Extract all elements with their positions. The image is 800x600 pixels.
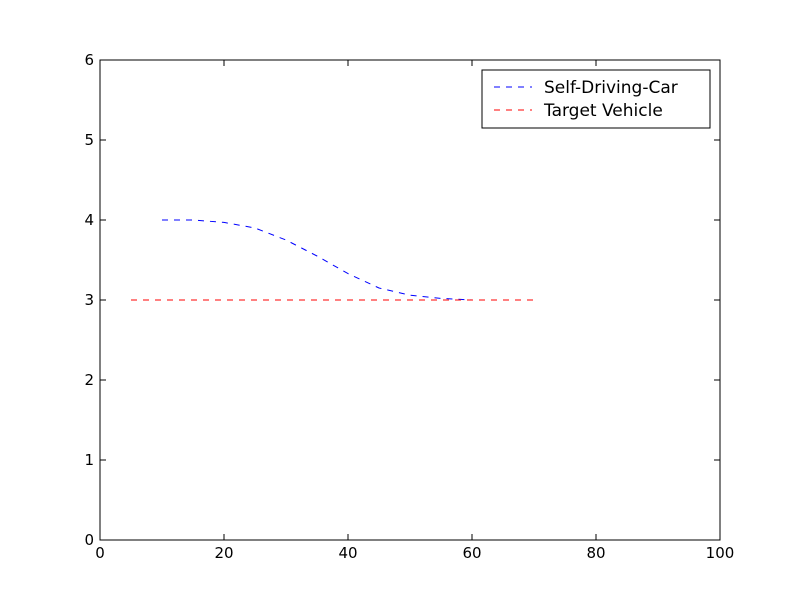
legend-box bbox=[481, 69, 711, 129]
data-line bbox=[162, 219, 473, 301]
x-tick-label: 40 bbox=[338, 544, 357, 562]
x-tick-label: 60 bbox=[462, 544, 481, 562]
y-tick-label: 3 bbox=[84, 291, 94, 309]
x-tick-label: 20 bbox=[214, 544, 233, 562]
x-tick-label: 100 bbox=[706, 544, 735, 562]
y-tick-label: 1 bbox=[84, 451, 94, 469]
y-tick-label: 0 bbox=[84, 531, 94, 549]
y-tick-label: 4 bbox=[84, 211, 94, 229]
x-tick-label: 80 bbox=[586, 544, 605, 562]
x-tick-label: 0 bbox=[95, 544, 105, 562]
y-tick-label: 5 bbox=[84, 131, 94, 149]
legend-label: Target Vehicle bbox=[543, 101, 663, 121]
legend-label: Self-Driving-Car bbox=[544, 78, 678, 98]
y-tick-label: 6 bbox=[84, 51, 94, 69]
y-tick-label: 2 bbox=[84, 371, 94, 389]
plot-frame bbox=[99, 59, 721, 541]
